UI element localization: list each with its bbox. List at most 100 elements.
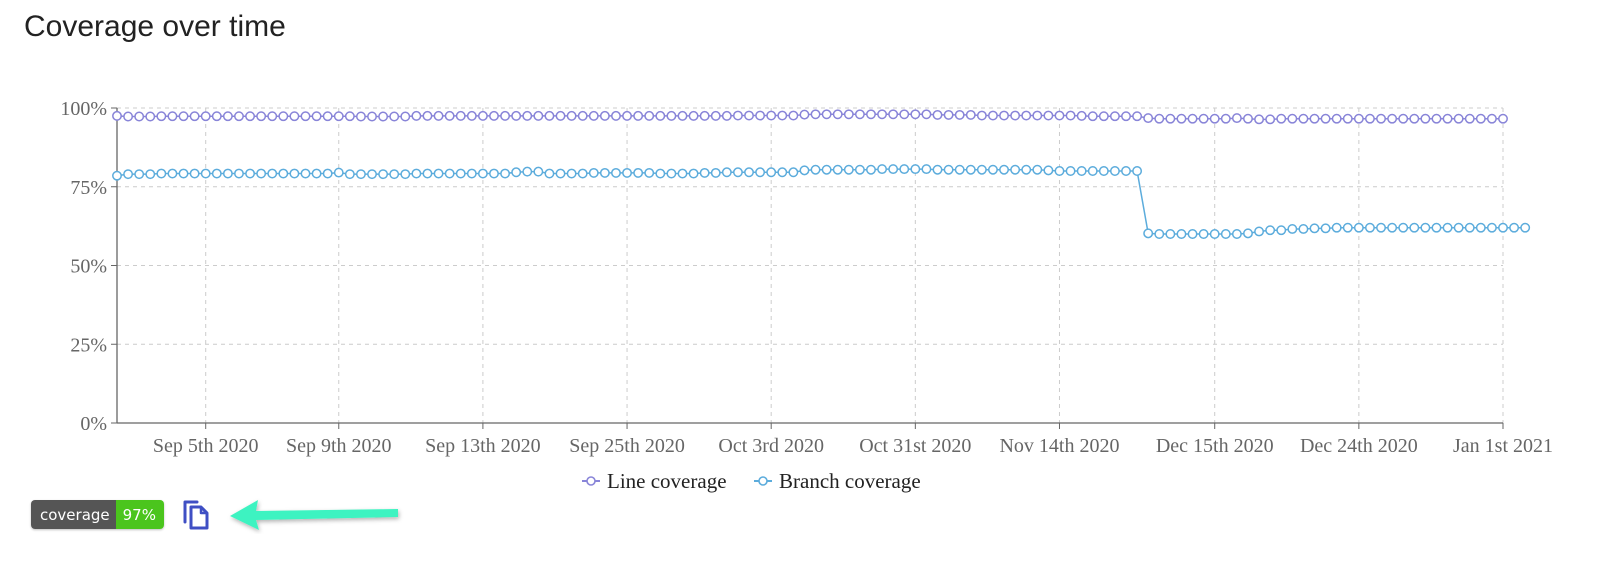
- chart-grid: [117, 107, 1504, 423]
- data-point: [300, 111, 311, 122]
- data-point: [1342, 113, 1353, 124]
- data-point: [189, 168, 200, 179]
- data-point: [577, 110, 588, 121]
- data-point: [766, 110, 777, 121]
- data-point: [1276, 225, 1287, 236]
- data-point: [444, 168, 455, 179]
- data-point: [1342, 222, 1353, 233]
- data-point: [112, 110, 122, 121]
- data-point: [699, 167, 710, 178]
- data-point: [466, 110, 477, 121]
- data-point: [433, 110, 444, 121]
- data-point: [367, 169, 377, 180]
- data-point: [1043, 110, 1054, 121]
- data-point: [1509, 222, 1520, 233]
- data-point: [1442, 222, 1453, 233]
- data-point: [355, 111, 366, 122]
- y-tick-label: 75%: [70, 177, 107, 199]
- data-point: [921, 109, 932, 120]
- data-point: [988, 110, 998, 121]
- data-point: [976, 110, 987, 121]
- x-tick-label: Jan 1st 2021: [1453, 435, 1553, 457]
- data-point: [810, 164, 821, 175]
- data-point: [810, 109, 821, 120]
- copy-icon[interactable]: [182, 499, 212, 531]
- data-point: [1243, 228, 1253, 239]
- data-point: [455, 110, 466, 121]
- data-point: [1453, 113, 1464, 124]
- data-point: [688, 168, 699, 179]
- data-point: [333, 167, 344, 178]
- data-point: [1320, 223, 1331, 234]
- data-point: [1287, 113, 1298, 124]
- y-tick-label: 25%: [70, 334, 107, 356]
- data-point: [611, 110, 621, 121]
- data-point: [278, 168, 289, 179]
- x-axis-ticks: Sep 5th 2020 Sep 9th 2020 Sep 13th 2020 Sep…: [153, 423, 1553, 457]
- data-point: [1464, 222, 1475, 233]
- data-point: [1387, 113, 1398, 124]
- data-point: [1098, 166, 1109, 176]
- data-point: [1309, 113, 1320, 124]
- data-point: [1453, 222, 1464, 233]
- data-point: [123, 169, 134, 180]
- data-point: [943, 109, 954, 120]
- data-point: [932, 109, 943, 120]
- data-point: [211, 111, 222, 122]
- data-point: [655, 110, 666, 121]
- data-point: [234, 111, 244, 122]
- data-point: [1265, 114, 1276, 125]
- data-point: [355, 169, 366, 180]
- data-point: [500, 168, 511, 179]
- data-point: [766, 167, 777, 178]
- data-point: [710, 167, 721, 178]
- data-point: [289, 111, 300, 122]
- data-point: [1398, 113, 1409, 124]
- data-point: [1054, 166, 1065, 176]
- data-point: [1376, 113, 1386, 124]
- data-point: [1398, 222, 1409, 233]
- data-point: [477, 168, 488, 179]
- data-point: [577, 168, 588, 179]
- data-point: [489, 110, 499, 121]
- data-point: [400, 111, 411, 122]
- data-point: [1364, 113, 1375, 124]
- data-point: [112, 170, 122, 181]
- data-point: [1498, 222, 1508, 233]
- data-point: [1387, 222, 1398, 233]
- data-point: [322, 168, 333, 179]
- data-point: [422, 110, 433, 121]
- data-point: [1032, 164, 1043, 175]
- coverage-chart: 0% 25% 50% 75% 100% Sep 5th 2020 Sep 9th 2020…: [60, 98, 1553, 493]
- data-point: [544, 168, 555, 179]
- data-point: [843, 109, 854, 120]
- data-point: [1065, 166, 1076, 176]
- data-point: [544, 110, 555, 121]
- data-point: [710, 110, 721, 121]
- legend-swatch-marker: [758, 476, 768, 486]
- data-point: [1154, 113, 1165, 124]
- data-point: [633, 167, 644, 178]
- data-point: [433, 168, 444, 179]
- data-point: [1076, 166, 1087, 176]
- data-point: [1475, 113, 1486, 124]
- data-point: [1220, 229, 1231, 239]
- data-point: [344, 169, 355, 180]
- x-tick-label: Oct 31st 2020: [859, 435, 971, 457]
- data-point: [588, 167, 599, 178]
- data-point: [788, 110, 799, 121]
- data-point: [688, 110, 699, 121]
- chart-series: [112, 109, 1531, 239]
- data-point: [943, 164, 954, 175]
- data-point: [1353, 113, 1364, 124]
- data-point: [732, 167, 743, 178]
- x-tick-label: Sep 5th 2020: [153, 435, 259, 457]
- data-point: [167, 168, 178, 179]
- data-point: [777, 167, 788, 178]
- x-tick-label: Sep 25th 2020: [569, 435, 685, 457]
- data-point: [1243, 113, 1253, 124]
- data-point: [189, 111, 200, 122]
- data-point: [1464, 113, 1475, 124]
- data-point: [910, 164, 921, 175]
- data-point: [123, 111, 134, 122]
